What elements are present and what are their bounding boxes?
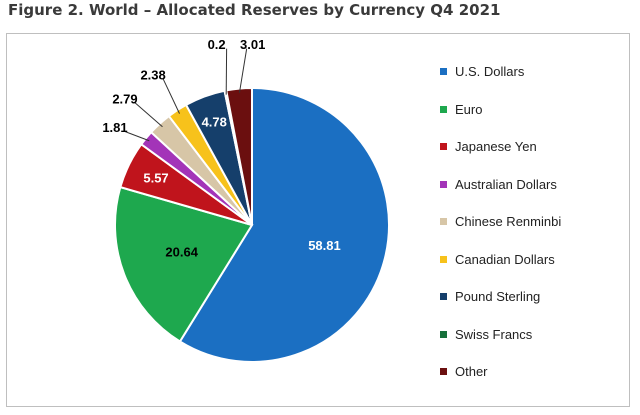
legend-label: Euro bbox=[455, 101, 483, 117]
legend-swatch bbox=[440, 330, 447, 338]
figure-title: Figure 2. World – Allocated Reserves by … bbox=[8, 1, 501, 19]
leader-line-other bbox=[238, 48, 248, 93]
value-label-chinese-renminbi: 2.79 bbox=[112, 91, 137, 106]
pie-slice-u-s-dollars bbox=[178, 86, 390, 363]
leader-line-chinese-renminbi bbox=[134, 102, 163, 128]
leader-line-australian-dollars bbox=[124, 131, 150, 142]
legend-swatch bbox=[440, 255, 447, 263]
legend-item-australian-dollars: Australian Dollars bbox=[440, 177, 557, 192]
legend-item-japanese-yen: Japanese Yen bbox=[440, 139, 537, 154]
value-label-japanese-yen: 5.57 bbox=[143, 171, 168, 186]
legend-swatch bbox=[440, 293, 447, 300]
legend-item-u-s-dollars: U.S. Dollars bbox=[440, 64, 524, 79]
legend-swatch bbox=[440, 143, 447, 150]
legend-label: Australian Dollars bbox=[455, 176, 557, 192]
legend-label: Pound Sterling bbox=[455, 289, 541, 304]
legend-label: U.S. Dollars bbox=[455, 64, 525, 79]
legend-item-canadian-dollars: Canadian Dollars bbox=[440, 252, 555, 267]
leader-line-canadian-dollars bbox=[162, 78, 180, 114]
legend-label: Japanese Yen bbox=[455, 139, 537, 154]
legend-swatch bbox=[440, 68, 447, 75]
legend-swatch bbox=[440, 105, 447, 113]
legend-item-euro: Euro bbox=[440, 102, 482, 117]
legend-label: Canadian Dollars bbox=[455, 251, 555, 267]
value-label-pound-sterling: 4.78 bbox=[202, 115, 227, 130]
legend-swatch bbox=[440, 368, 447, 375]
legend-item-swiss-francs: Swiss Francs bbox=[440, 327, 532, 342]
legend-item-other: Other bbox=[440, 364, 488, 379]
value-label-canadian-dollars: 2.38 bbox=[140, 67, 165, 82]
value-label-australian-dollars: 1.81 bbox=[102, 120, 127, 135]
leader-lines bbox=[124, 48, 248, 142]
legend-label: Swiss Francs bbox=[455, 326, 533, 342]
value-label-u-s-dollars: 58.81 bbox=[308, 238, 341, 253]
legend-label: Chinese Renminbi bbox=[455, 214, 562, 229]
legend-item-chinese-renminbi: Chinese Renminbi bbox=[440, 214, 561, 229]
value-label-other: 3.01 bbox=[240, 37, 265, 52]
value-label-swiss-francs: 0.2 bbox=[208, 37, 226, 52]
legend-swatch bbox=[440, 218, 447, 225]
value-label-euro: 20.64 bbox=[165, 245, 198, 260]
pie-slice-euro bbox=[114, 185, 254, 343]
legend-item-pound-sterling: Pound Sterling bbox=[440, 289, 540, 304]
legend-swatch bbox=[440, 180, 447, 188]
legend-label: Other bbox=[455, 364, 488, 379]
slice-value-labels: 58.81 20.64 5.57 1.81 2.792.38 4.78 0.2 3.01 bbox=[102, 37, 340, 260]
pie-slices bbox=[114, 86, 390, 363]
